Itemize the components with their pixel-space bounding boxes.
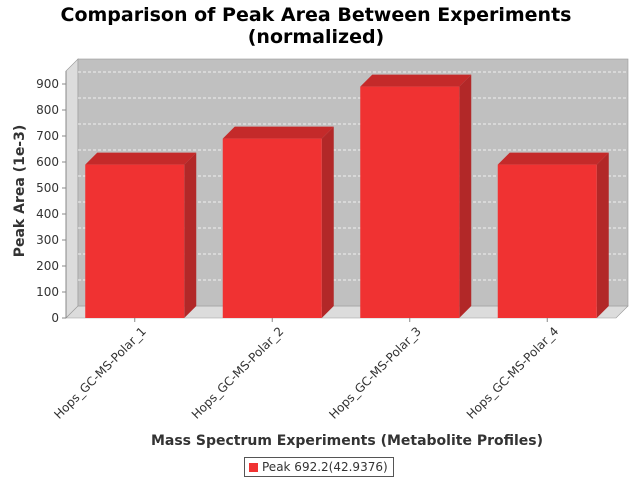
y-tick-label: 900 <box>36 77 59 91</box>
bar <box>85 164 185 318</box>
chart-subtitle: (normalized) <box>248 26 385 48</box>
bar-top <box>222 126 334 139</box>
bar-top <box>85 152 197 165</box>
bar-side <box>184 152 197 318</box>
y-tick-label: 0 <box>51 311 59 325</box>
bar-side <box>596 152 609 318</box>
y-tick-label: 200 <box>36 259 59 273</box>
y-tick-label: 700 <box>36 129 59 143</box>
y-tick-label: 300 <box>36 233 59 247</box>
bar-top <box>497 152 609 165</box>
y-axis-label: Peak Area (1e-3) <box>12 125 28 258</box>
x-tick-label: Hops_GC-MS-Polar_3 <box>326 324 424 422</box>
bar-side <box>459 74 472 318</box>
x-axis-label: Mass Spectrum Experiments (Metabolite Pr… <box>151 433 543 449</box>
y-tick-label: 600 <box>36 155 59 169</box>
y-tick-label: 500 <box>36 181 59 195</box>
bar-top <box>360 74 472 87</box>
legend: Peak 692.2(42.9376) <box>244 457 394 477</box>
x-tick-label: Hops_GC-MS-Polar_1 <box>51 324 149 422</box>
bars-group <box>85 74 609 318</box>
bar-side <box>321 126 334 318</box>
y-tick-label: 800 <box>36 103 59 117</box>
bar <box>360 86 460 318</box>
x-tick-label: Hops_GC-MS-Polar_2 <box>189 324 287 422</box>
bar <box>497 164 597 318</box>
y-axis: 0 100 200 300 400 500 600 700 800 900 <box>36 71 67 325</box>
legend-swatch <box>249 462 258 472</box>
chart-title: Comparison of Peak Area Between Experime… <box>61 4 572 26</box>
x-axis: Hops_GC-MS-Polar_1 Hops_GC-MS-Polar_2 Hops… <box>51 318 561 422</box>
plot-left-wall <box>65 58 79 319</box>
y-tick-label: 100 <box>36 285 59 299</box>
y-tick-label: 400 <box>36 207 59 221</box>
legend-label: Peak 692.2(42.9376) <box>262 460 388 474</box>
bar <box>222 138 322 318</box>
x-tick-label: Hops_GC-MS-Polar_4 <box>464 324 562 422</box>
